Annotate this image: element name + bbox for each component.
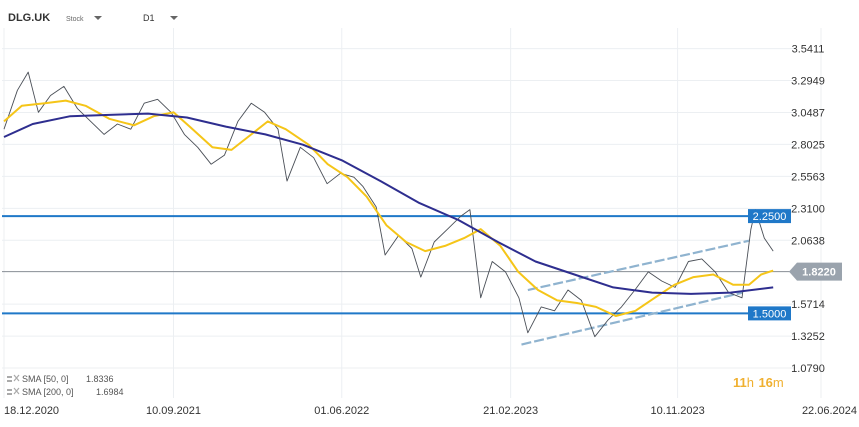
y-tick-label: 1.3252 — [791, 331, 825, 343]
y-tick-label: 2.3100 — [791, 203, 825, 215]
price-line — [3, 71, 774, 338]
horizontal-levels — [2, 215, 795, 315]
channel-line-lower[interactable] — [521, 291, 743, 346]
legend-eye-icon[interactable] — [7, 393, 12, 395]
sma200-line — [3, 112, 774, 295]
y-tick-label: 2.8025 — [791, 139, 825, 151]
legend-eye-icon[interactable] — [7, 389, 12, 391]
legend-sma200-label: SMA [200, 0] — [22, 387, 74, 397]
y-tick-label: 3.5411 — [792, 44, 825, 56]
price-badges: 2.2500 1.5000 1.8220 — [748, 209, 842, 321]
legend-eye-icon[interactable] — [7, 376, 12, 378]
channel-line-upper[interactable] — [527, 239, 750, 292]
current-price-label: 1.8220 — [802, 267, 836, 279]
symbol-label: DLG.UK — [8, 12, 50, 24]
y-tick-label: 3.0487 — [791, 107, 825, 119]
x-tick-label: 21.02.2023 — [483, 405, 538, 417]
x-tick-label: 10.11.2023 — [650, 405, 704, 417]
trend-channel — [521, 239, 750, 346]
chart-header: DLG.UK Stock D1 — [8, 12, 178, 24]
timer-h-unit: h — [747, 375, 754, 390]
level-badge — [748, 306, 791, 321]
legend-close-icon[interactable] — [13, 374, 20, 382]
timer-hours: 11 — [733, 375, 747, 390]
symbol-dropdown-icon[interactable] — [94, 16, 102, 20]
series-lines — [3, 71, 774, 338]
x-tick-label: 01.06.2022 — [314, 405, 369, 417]
level-badge-label: 1.5000 — [753, 308, 787, 320]
legend-close-icon[interactable] — [13, 387, 20, 395]
timer-minutes: 16 — [758, 375, 772, 390]
y-tick-label: 2.0638 — [791, 235, 825, 247]
y-tick-label: 3.2949 — [791, 76, 825, 88]
timeframe-dropdown-icon[interactable] — [170, 16, 178, 20]
x-axis: 18.12.2020 10.09.2021 01.06.2022 21.02.2023… — [4, 405, 857, 417]
legend-sma200-value: 1.6984 — [96, 387, 124, 397]
x-tick-label: 22.06.2024 — [802, 405, 857, 417]
asset-type-label: Stock — [66, 16, 84, 23]
legend-eye-icon[interactable] — [7, 380, 12, 382]
candle-timer: 11h 16m — [733, 374, 784, 391]
legend-item-sma50[interactable]: SMA [50, 0] 1.8336 — [7, 374, 114, 384]
legend-item-sma200[interactable]: SMA [200, 0] 1.6984 — [7, 387, 124, 397]
x-tick-label: 18.12.2020 — [4, 405, 59, 417]
timer-m-unit: m — [773, 375, 784, 390]
current-price-badge — [789, 262, 842, 281]
level-badge — [748, 209, 791, 224]
indicator-legend: SMA [50, 0] 1.8336 SMA [200, 0] 1.6984 — [7, 374, 124, 397]
level-badge-label: 2.2500 — [753, 211, 787, 223]
timeframe-label[interactable]: D1 — [143, 13, 155, 23]
y-tick-label: 1.0790 — [791, 363, 825, 375]
legend-sma50-value: 1.8336 — [86, 374, 114, 384]
y-axis: 3.5411 3.2949 3.0487 2.8025 2.5563 2.3100 2.06… — [791, 44, 825, 375]
y-tick-label: 2.5563 — [791, 171, 825, 183]
x-tick-label: 10.09.2021 — [146, 405, 201, 417]
grid — [2, 28, 822, 398]
y-tick-label: 1.5714 — [791, 299, 825, 311]
legend-sma50-label: SMA [50, 0] — [22, 374, 69, 384]
